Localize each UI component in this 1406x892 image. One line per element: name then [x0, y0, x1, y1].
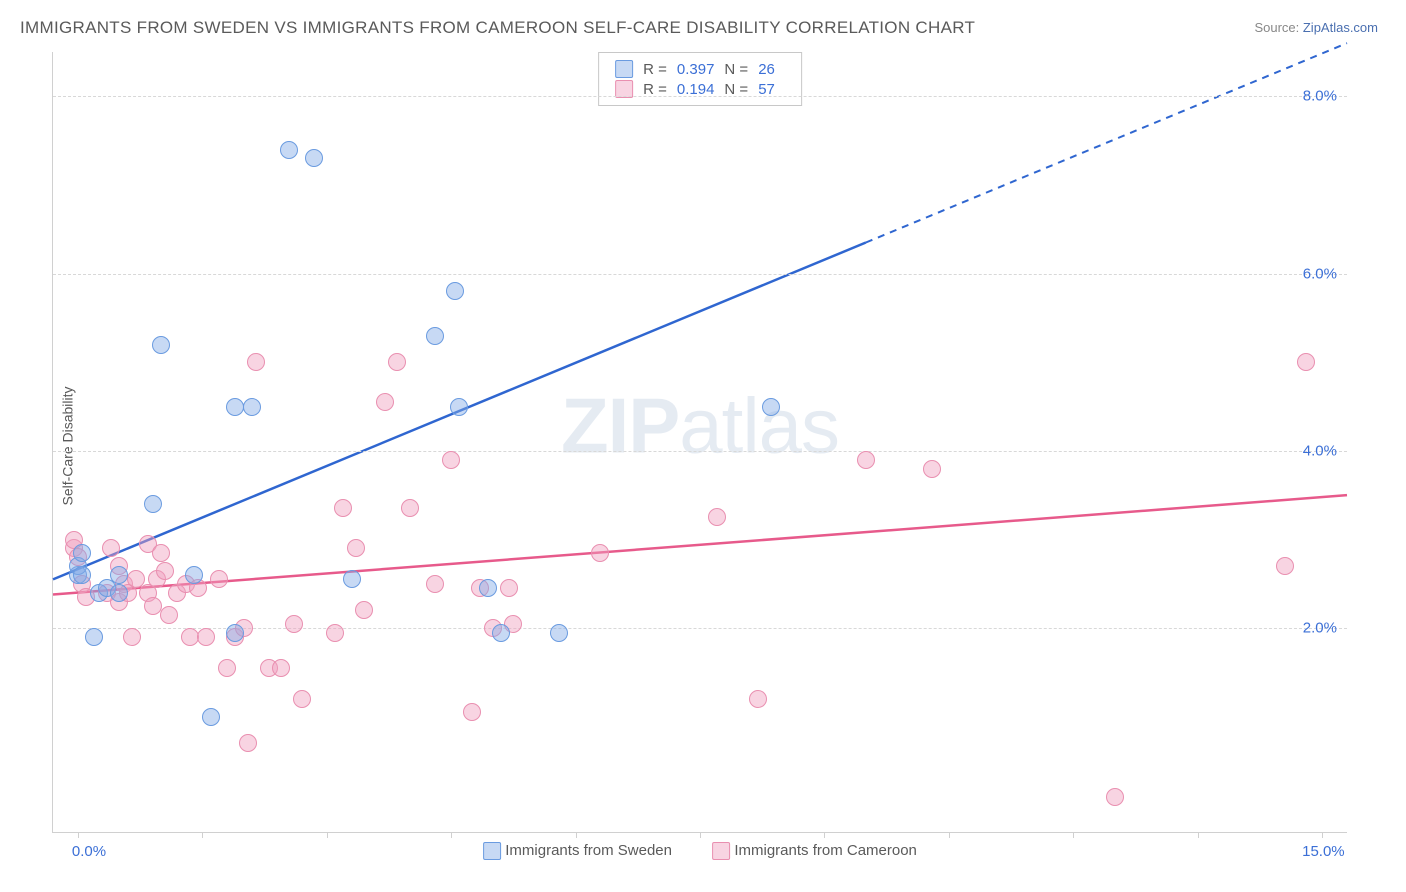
- data-point: [280, 141, 298, 159]
- ytick-label: 4.0%: [1303, 442, 1337, 459]
- data-point: [185, 566, 203, 584]
- data-point: [376, 393, 394, 411]
- xtick-label: 0.0%: [72, 843, 106, 860]
- data-point: [492, 624, 510, 642]
- xtick: [1198, 832, 1199, 838]
- ytick-label: 2.0%: [1303, 620, 1337, 637]
- swatch-sweden: [615, 60, 633, 78]
- data-point: [160, 606, 178, 624]
- gridline: [53, 274, 1347, 275]
- data-point: [305, 149, 323, 167]
- swatch-sweden: [483, 842, 501, 860]
- data-point: [152, 544, 170, 562]
- data-point: [272, 659, 290, 677]
- legend-item-sweden: Immigrants from Sweden: [483, 842, 672, 860]
- data-point: [857, 451, 875, 469]
- data-point: [762, 398, 780, 416]
- data-point: [479, 579, 497, 597]
- data-point: [1297, 353, 1315, 371]
- data-point: [388, 353, 406, 371]
- data-point: [156, 562, 174, 580]
- series-name-cameroon: Immigrants from Cameroon: [734, 842, 917, 859]
- data-point: [450, 398, 468, 416]
- data-point: [293, 690, 311, 708]
- data-point: [110, 566, 128, 584]
- data-point: [401, 499, 419, 517]
- data-point: [144, 495, 162, 513]
- data-point: [181, 628, 199, 646]
- data-point: [591, 544, 609, 562]
- data-point: [1106, 788, 1124, 806]
- data-point: [500, 579, 518, 597]
- xtick: [451, 832, 452, 838]
- data-point: [347, 539, 365, 557]
- swatch-cameroon: [712, 842, 730, 860]
- data-point: [85, 628, 103, 646]
- data-point: [442, 451, 460, 469]
- data-point: [1276, 557, 1294, 575]
- data-point: [144, 597, 162, 615]
- data-point: [749, 690, 767, 708]
- data-point: [73, 566, 91, 584]
- data-point: [226, 624, 244, 642]
- series-name-sweden: Immigrants from Sweden: [505, 842, 672, 859]
- watermark-zip: ZIP: [561, 382, 679, 470]
- data-point: [123, 628, 141, 646]
- data-point: [355, 601, 373, 619]
- xtick-label: 15.0%: [1302, 843, 1345, 860]
- data-point: [426, 575, 444, 593]
- data-point: [218, 659, 236, 677]
- data-point: [343, 570, 361, 588]
- data-point: [426, 327, 444, 345]
- xtick: [78, 832, 79, 838]
- source-label: Source: ZipAtlas.com: [1254, 20, 1378, 35]
- legend-item-cameroon: Immigrants from Cameroon: [712, 842, 917, 860]
- trend-lines: [53, 52, 1347, 832]
- data-point: [334, 499, 352, 517]
- data-point: [708, 508, 726, 526]
- data-point: [326, 624, 344, 642]
- legend-row-sweden: R = 0.397 N = 26: [615, 59, 785, 79]
- gridline: [53, 451, 1347, 452]
- data-point: [210, 570, 228, 588]
- data-point: [73, 544, 91, 562]
- r-value-sweden: 0.397: [677, 59, 725, 79]
- data-point: [243, 398, 261, 416]
- data-point: [285, 615, 303, 633]
- xtick: [700, 832, 701, 838]
- n-value-sweden: 26: [758, 59, 785, 79]
- data-point: [110, 584, 128, 602]
- data-point: [463, 703, 481, 721]
- stats-legend: R = 0.397 N = 26 R = 0.194 N = 57: [598, 52, 802, 106]
- xtick: [824, 832, 825, 838]
- watermark-atlas: atlas: [679, 382, 839, 470]
- xtick: [1073, 832, 1074, 838]
- data-point: [550, 624, 568, 642]
- data-point: [102, 539, 120, 557]
- data-point: [197, 628, 215, 646]
- ytick-label: 8.0%: [1303, 88, 1337, 105]
- data-point: [152, 336, 170, 354]
- chart-title: IMMIGRANTS FROM SWEDEN VS IMMIGRANTS FRO…: [20, 18, 975, 38]
- source-prefix: Source:: [1254, 20, 1302, 35]
- data-point: [226, 398, 244, 416]
- data-point: [923, 460, 941, 478]
- series-legend: Immigrants from Sweden Immigrants from C…: [465, 842, 935, 860]
- data-point: [239, 734, 257, 752]
- r-label: R =: [643, 59, 677, 79]
- watermark: ZIPatlas: [561, 381, 839, 472]
- gridline: [53, 96, 1347, 97]
- data-point: [446, 282, 464, 300]
- n-label: N =: [724, 59, 758, 79]
- data-point: [247, 353, 265, 371]
- xtick: [949, 832, 950, 838]
- ytick-label: 6.0%: [1303, 265, 1337, 282]
- xtick: [1322, 832, 1323, 838]
- xtick: [576, 832, 577, 838]
- data-point: [202, 708, 220, 726]
- source-link[interactable]: ZipAtlas.com: [1303, 20, 1378, 35]
- xtick: [202, 832, 203, 838]
- plot-area: ZIPatlas R = 0.397 N = 26 R = 0.194 N = …: [52, 52, 1347, 833]
- xtick: [327, 832, 328, 838]
